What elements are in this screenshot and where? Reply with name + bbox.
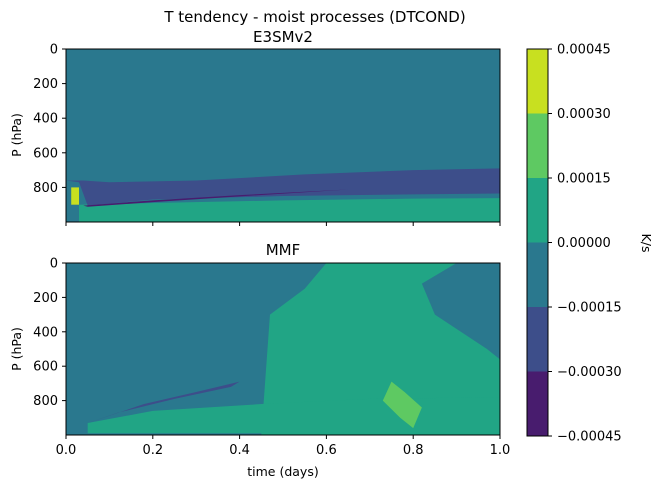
- colorbar-block: [527, 307, 548, 372]
- heatmap-region-negative-band-low: [66, 168, 500, 206]
- y-tick-label: 200: [33, 77, 58, 92]
- y-tick-label: 600: [33, 360, 58, 375]
- panel-top-plot-area: [66, 49, 501, 222]
- colorbar-block: [527, 113, 548, 178]
- colorbar-block: [527, 371, 548, 436]
- colorbar-block: [527, 242, 548, 307]
- colorbar-tick-label: −0.00030: [557, 365, 622, 380]
- colorbar-blocks: [527, 49, 548, 436]
- x-tick-label: 0.6: [316, 443, 337, 458]
- y-tick-label: 0: [50, 43, 58, 58]
- panel-bottom-xticks: 0.0 0.2 0.4 0.6 0.8 1.0: [56, 435, 511, 458]
- panel-top-title: E3SMv2: [253, 28, 313, 46]
- panel-top-yticks: 0 200 400 600 800: [33, 43, 66, 196]
- heatmap-region-negative-tilted-band: [87, 381, 240, 423]
- colorbar-tick-label: −0.00045: [557, 430, 622, 445]
- y-tick-label: 200: [33, 291, 58, 306]
- panel-bottom-frame: [65, 262, 501, 436]
- y-tick-label: 600: [33, 146, 58, 161]
- panel-bottom-ylabel: P (hPa): [9, 327, 24, 371]
- panel-top-xticks: [65, 222, 501, 226]
- x-tick-label: 0.0: [56, 443, 77, 458]
- y-tick-label: 0: [50, 257, 58, 272]
- colorbar-block: [527, 49, 548, 114]
- panel-bottom-title: MMF: [266, 241, 301, 259]
- heatmap-region-convective-heating-region: [261, 263, 500, 435]
- colorbar-tick-label: 0.00000: [557, 236, 611, 251]
- panel-mmf: MMF 0 200 400 600 800 0.0 0.2 0.4 0.6 0.8 1.0 P (…: [9, 241, 510, 479]
- colorbar-ticks: −0.00045 −0.00030 −0.00015 0.00000 0.00015 0.…: [548, 43, 622, 445]
- colorbar-block: [527, 178, 548, 243]
- colorbar-tick-label: 0.00015: [557, 172, 611, 187]
- heatmap-region-initial-positive-spike: [71, 187, 80, 205]
- colorbar-label: K/s: [639, 234, 654, 253]
- panel-bottom-xlabel: time (days): [247, 464, 318, 479]
- heatmap-region-strong-negative-streak: [83, 189, 349, 207]
- panel-top-ylabel: P (hPa): [9, 113, 24, 157]
- x-tick-label: 1.0: [490, 443, 511, 458]
- y-tick-label: 400: [33, 112, 58, 127]
- x-tick-label: 0.8: [403, 443, 424, 458]
- x-tick-label: 0.2: [142, 443, 163, 458]
- y-tick-label: 800: [33, 394, 58, 409]
- colorbar-tick-label: 0.00030: [557, 107, 611, 122]
- panel-e3smv2: E3SMv2 0 200 400 600 800 P (hPa): [9, 28, 501, 226]
- y-tick-label: 400: [33, 325, 58, 340]
- heatmap-region-positive-spike-late: [382, 381, 422, 429]
- y-tick-label: 800: [33, 181, 58, 196]
- x-tick-label: 0.4: [229, 443, 250, 458]
- colorbar-tick-label: 0.00045: [557, 43, 611, 58]
- heatmap-region-lower-boundary-layer: [79, 198, 501, 222]
- panel-bottom-plot-area: [66, 263, 500, 435]
- colorbar-tick-label: −0.00015: [557, 301, 622, 316]
- figure-suptitle: T tendency - moist processes (DTCOND): [163, 8, 465, 26]
- colorbar: −0.00045 −0.00030 −0.00015 0.00000 0.00015 0.…: [526, 43, 654, 445]
- panel-bottom-yticks: 0 200 400 600 800: [33, 257, 66, 409]
- panel-top-frame: [65, 48, 501, 223]
